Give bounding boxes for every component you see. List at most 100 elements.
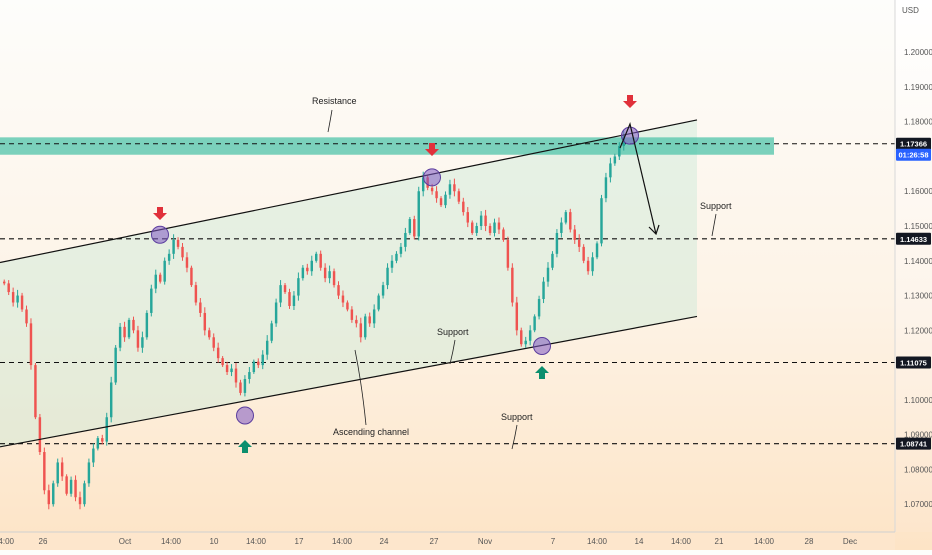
x-tick-label: 14 [635, 537, 644, 546]
x-tick-label: 10 [210, 537, 219, 546]
candle [484, 209, 487, 232]
down-arrow-icon [425, 143, 439, 156]
x-tick-label: 27 [430, 537, 439, 546]
candle [101, 434, 104, 445]
candle [306, 263, 309, 275]
candle [265, 335, 269, 360]
candle [292, 291, 296, 311]
price-badge: 01:26:58 [896, 148, 931, 161]
up-arrow-icon [535, 366, 549, 379]
touch-point-circle [423, 168, 441, 187]
y-tick-label: 1.15000 [904, 222, 932, 231]
candle [167, 249, 171, 265]
annotation-resistance: Resistance [312, 96, 357, 133]
svg-text:Resistance: Resistance [312, 96, 357, 106]
price-badge: 1.08741 [896, 437, 931, 450]
candle [208, 327, 211, 340]
candle [74, 475, 77, 502]
candle [582, 244, 585, 264]
candle [257, 358, 260, 369]
candle [319, 250, 322, 271]
y-tick-label: 1.12000 [904, 326, 932, 335]
candle [435, 186, 438, 203]
candle [141, 331, 144, 353]
candle [29, 318, 33, 370]
candle [270, 320, 273, 344]
candle [395, 251, 398, 264]
candle [560, 217, 563, 238]
x-tick-label: 14:00 [754, 537, 775, 546]
svg-text:1.08741: 1.08741 [900, 440, 927, 449]
channel-upper-line [0, 119, 698, 264]
touch-point-circle [236, 406, 254, 425]
candle [591, 252, 594, 276]
candle [569, 208, 572, 233]
candle [199, 298, 202, 317]
svg-text:Ascending channel: Ascending channel [333, 427, 409, 437]
candle [386, 263, 389, 290]
x-tick-label: 26 [39, 537, 48, 546]
candle [34, 363, 37, 420]
touch-point-circle [151, 225, 169, 244]
price-axis[interactable] [895, 0, 932, 532]
candle [533, 314, 536, 333]
candle [216, 342, 220, 363]
candle [488, 223, 492, 236]
candle [595, 241, 599, 260]
candle [234, 362, 238, 388]
candle [114, 345, 117, 385]
candle [105, 412, 108, 446]
candle [555, 229, 559, 258]
svg-text:Support: Support [700, 201, 732, 211]
annotation-support-middle: Support [437, 327, 469, 365]
candle [408, 216, 412, 235]
y-tick-label: 1.09000 [904, 431, 932, 440]
svg-text:1.17366: 1.17366 [900, 140, 927, 149]
candle [390, 255, 394, 273]
candle [520, 327, 523, 347]
candle [136, 325, 140, 352]
projection-arrow [619, 122, 660, 236]
candle [372, 304, 376, 328]
candle [38, 413, 42, 455]
candle [176, 237, 180, 250]
candle [381, 281, 385, 299]
price-badge: 1.11075 [896, 356, 931, 369]
candle [118, 322, 122, 352]
y-tick-label: 1.10000 [904, 396, 932, 405]
touch-point-circle [533, 336, 551, 355]
svg-text:1.11075: 1.11075 [900, 358, 927, 367]
candle [618, 142, 621, 160]
candle [564, 210, 568, 225]
price-badge: 1.14633 [896, 232, 931, 245]
candle [109, 376, 113, 423]
up-arrow-icon [238, 440, 252, 453]
time-axis[interactable] [0, 532, 895, 550]
candle [11, 287, 15, 307]
candle [261, 350, 264, 370]
y-tick-label: 1.07000 [904, 500, 932, 509]
x-tick-label: 14:00 [587, 537, 608, 546]
candle [542, 277, 545, 304]
candle [551, 251, 554, 271]
candle [145, 310, 149, 340]
candle [332, 268, 336, 288]
svg-text:Support: Support [501, 412, 533, 422]
candle [475, 222, 478, 236]
candle [609, 157, 612, 183]
candle [417, 186, 420, 241]
y-tick-label: 1.13000 [904, 292, 932, 301]
channel-lower-line [0, 315, 698, 448]
candle [20, 292, 24, 312]
y-tick-label: 1.20000 [904, 48, 932, 57]
candlesticks [3, 130, 625, 510]
x-tick-label: 14:00 [671, 537, 692, 546]
candle [493, 218, 496, 237]
candle [453, 178, 456, 197]
y-tick-label: 1.19000 [904, 83, 932, 92]
candle [225, 361, 229, 376]
candle [337, 281, 340, 300]
candle [613, 153, 617, 166]
candle [56, 458, 59, 487]
